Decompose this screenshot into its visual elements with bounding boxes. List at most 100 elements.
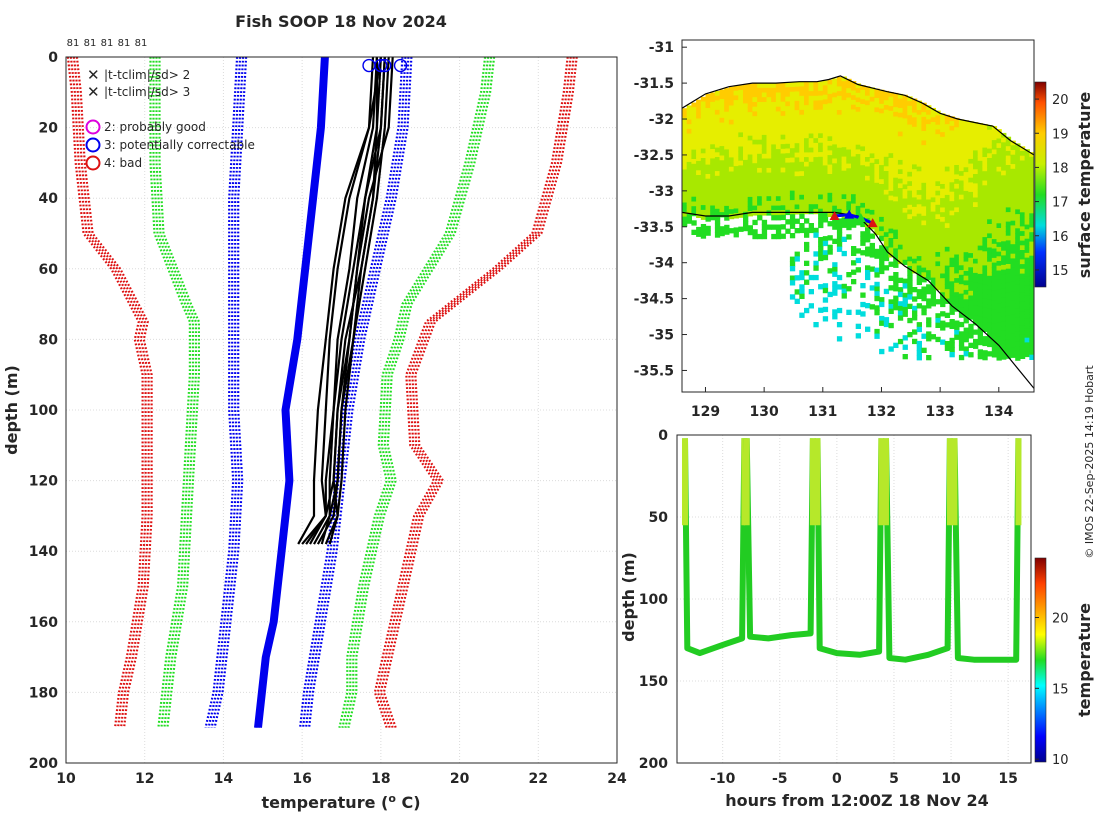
sst-cell [968,323,974,330]
sst-cell [883,246,890,252]
sst-cell [912,254,918,260]
sst-cell [963,200,969,206]
sst-cell [916,265,922,271]
sst-cell [977,250,983,256]
sst-cell [841,170,847,176]
sst-cell [982,317,988,323]
sst-cell [794,166,800,173]
sst-cell [996,256,1002,262]
sst-cell [902,217,908,223]
sst-cell [954,174,960,180]
sst-cell [897,305,904,312]
sst-cell [836,307,843,314]
sst-cell [1010,286,1016,292]
sst-cell [686,218,692,224]
sst-cell [775,125,782,131]
sst-cell [686,110,692,116]
sst-cell [874,187,880,193]
sst-cell [996,228,1002,234]
sst-cell [714,223,721,229]
sst-cell [944,180,951,187]
sst-cell [832,116,838,122]
sst-cell [780,120,786,126]
sst-cell [987,252,993,258]
sst-cell [794,171,800,177]
sst-cell [916,180,922,186]
sst-cell [902,212,908,218]
sst-cell [987,257,993,263]
sst-cell [846,78,852,85]
sst-cell [944,237,951,243]
sst-cell [832,83,838,89]
sst-cell [841,293,847,299]
sst-cell [902,236,908,242]
sst-cell [1005,297,1012,303]
sst-cell [897,315,904,321]
sst-cell [940,278,946,284]
sst-cell [1010,164,1016,170]
sst-cell [822,151,829,157]
sst-cell [789,91,796,97]
profile-axes-frame [65,56,618,764]
sst-cell [921,178,927,184]
sst-cell [865,152,871,158]
sst-cell [865,157,871,163]
sst-cell [696,179,702,185]
sst-cell [902,306,908,313]
sst-cell [836,114,843,120]
sst-cell [996,209,1002,215]
map-ytick: -35.5 [634,363,674,379]
sst-cell [738,193,744,199]
sst-cell [841,109,847,115]
sst-cell [963,285,969,291]
sst-cell [1010,253,1016,259]
sst-cell [874,281,880,288]
sst-cell [874,121,880,127]
sst-cell [973,235,979,241]
legend-circle-bad [85,155,101,171]
sst-cell [855,130,861,136]
sst-cell [789,280,796,286]
sst-cell [977,245,983,251]
sst-cell [799,204,805,210]
sst-cell [700,176,707,183]
sst-cell [743,178,749,185]
sst-cell [968,342,974,348]
sst-cell [719,150,725,157]
sst-cell [1010,234,1016,241]
sst-cell [982,138,988,144]
sst-cell [991,295,998,301]
sst-cell [794,124,800,130]
sst-cell [954,292,960,298]
sst-cell [987,143,993,150]
sst-cell [888,247,894,253]
sst-cell [813,171,819,177]
sst-cell [954,136,960,142]
sst-cell [682,108,688,114]
sst-cell [733,147,739,153]
sst-cell [954,193,960,199]
sst-cell [860,108,866,114]
sst-cell [935,336,941,343]
sst-cell [963,256,969,263]
sst-cell [907,223,913,229]
sst-cell [860,165,866,171]
sst-cell [799,95,805,102]
sst-cell [935,256,941,262]
sst-cell [921,262,927,269]
sst-cell [804,194,810,201]
sst-cell [944,213,951,220]
sst-cell [794,256,800,262]
sst-cell [785,181,791,187]
sst-cell [686,190,692,196]
sst-cell [944,143,951,149]
sst-cell [691,154,697,160]
sst-cell [682,178,688,185]
credit-text: © IMOS 22-Sep-2025 14:19 Hobart [1083,365,1096,559]
sst-cell [865,180,871,186]
sst-cell [949,130,955,136]
sst-cell [940,264,946,270]
sst-cell [851,142,857,148]
sst-cell [799,105,805,111]
sst-cell [804,190,810,196]
